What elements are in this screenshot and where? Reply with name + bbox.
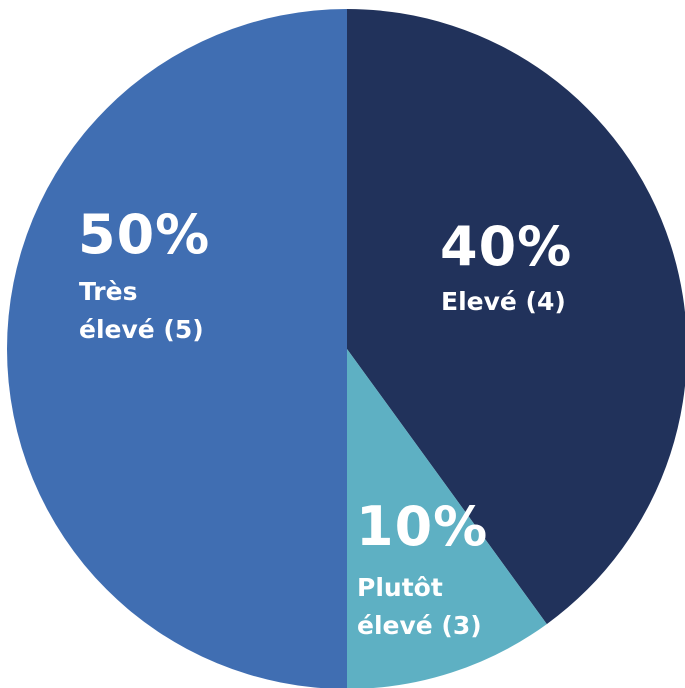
pie-slice-2: [347, 349, 547, 688]
slice-percent-label-3: 50%: [78, 203, 210, 266]
slice-percent-label-1: 40%: [440, 215, 572, 278]
slice-category-label-3: Très: [79, 277, 137, 306]
pie-slice-3: [7, 9, 347, 688]
slice-category-label-2: Plutôt: [357, 573, 443, 602]
pie-slice-1: [347, 9, 685, 625]
pie-slices: [7, 9, 685, 688]
slice-category-label-3: élevé (5): [79, 315, 204, 344]
pie-labels: 40% Elevé (4) 10% Plutôt élevé (3) 50% Très éle…: [78, 203, 572, 640]
slice-category-label-1: Elevé (4): [441, 287, 566, 316]
slice-category-label-2: élevé (3): [357, 611, 482, 640]
slice-percent-label-2: 10%: [356, 495, 488, 558]
